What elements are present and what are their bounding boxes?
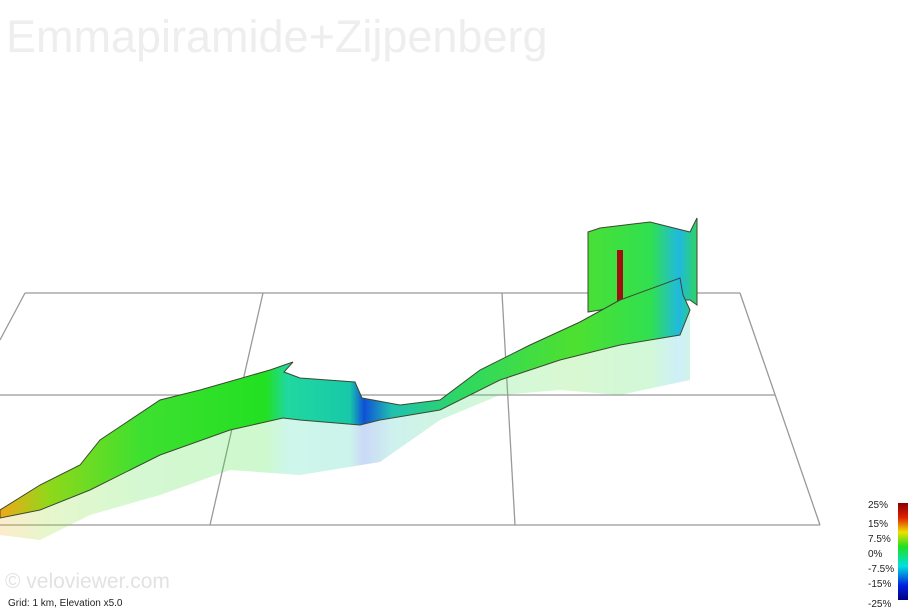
- legend-label: -15%: [868, 579, 891, 590]
- legend: 25% 15% 7.5% 0% -7.5% -15% -25%: [868, 500, 894, 608]
- legend-label: -7.5%: [868, 564, 894, 575]
- legend-label: 0%: [868, 549, 883, 560]
- footnote: Grid: 1 km, Elevation x5.0: [8, 598, 123, 608]
- legend-color-bar: [898, 503, 908, 600]
- steep-section: [617, 250, 623, 305]
- ribbon: [0, 277, 691, 519]
- legend-label: 7.5%: [868, 534, 891, 545]
- legend-label: 25%: [868, 500, 888, 511]
- title: Emmapiramide+Zijpenberg: [6, 11, 548, 62]
- legend-label: -25%: [868, 599, 891, 608]
- legend-label: 15%: [868, 519, 888, 530]
- watermark: © veloviewer.com: [5, 570, 170, 593]
- ribbon-reflection: [0, 310, 690, 540]
